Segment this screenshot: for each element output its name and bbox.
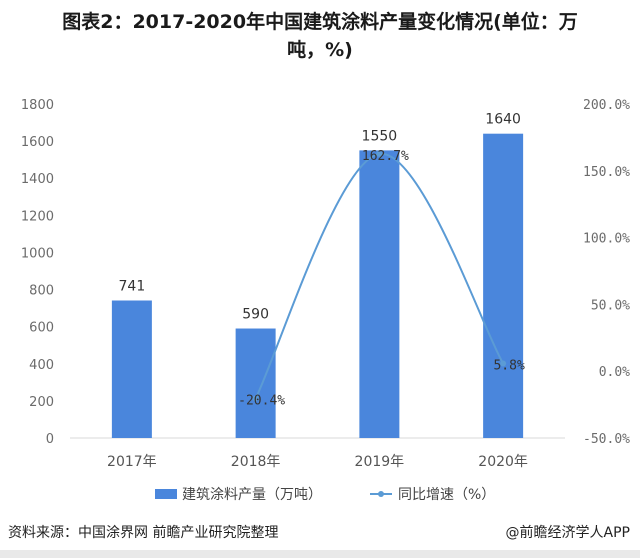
growth-rate-label: 162.7% (362, 149, 409, 164)
chart-title-line-2: 吨，%) (287, 39, 353, 61)
y-tick-label: 1600 (21, 135, 54, 150)
y2-tick-label: 200.0% (583, 98, 630, 113)
y-tick-label: 1800 (21, 98, 54, 113)
brand-credit: @前瞻经济学人APP (505, 525, 630, 541)
chart-title: 图表2：2017-2020年中国建筑涂料产量变化情况(单位：万 吨，%) (0, 8, 640, 64)
legend-swatch-growth-marker (378, 491, 384, 497)
bar-data-label: 590 (242, 307, 269, 323)
bar (111, 300, 152, 438)
y-tick-label: 800 (29, 284, 54, 299)
bar (483, 133, 524, 438)
chart-title-line-1: 图表2：2017-2020年中国建筑涂料产量变化情况(单位：万 (62, 11, 578, 33)
growth-rate-label: 5.8% (493, 358, 524, 373)
bar-data-label: 1640 (485, 112, 521, 128)
legend-swatch-production (155, 489, 177, 499)
y-tick-label: 1200 (21, 209, 54, 224)
y2-tick-label: 50.0% (591, 298, 630, 313)
y2-tick-label: 100.0% (583, 232, 630, 247)
footer: 资料来源：中国涂界网 前瞻产业研究院整理 @前瞻经济学人APP (0, 518, 640, 546)
y-tick-label: 400 (29, 358, 54, 373)
y-tick-label: 600 (29, 321, 54, 336)
y2-tick-label: 150.0% (583, 165, 630, 180)
legend-label-production: 建筑涂料产量（万吨） (182, 487, 322, 503)
source-note: 资料来源：中国涂界网 前瞻产业研究院整理 (8, 525, 279, 541)
y2-tick-label: 0.0% (599, 365, 630, 380)
bar-data-label: 741 (119, 279, 146, 295)
growth-rate-point (376, 150, 383, 157)
growth-rate-point (252, 395, 259, 402)
legend-label-growth: 同比增速（%） (398, 487, 495, 503)
y-tick-label: 200 (29, 395, 54, 410)
growth-rate-point (500, 360, 507, 367)
bar-data-label: 1550 (362, 128, 398, 144)
y-tick-label: 1400 (21, 172, 54, 187)
y2-tick-label: -50.0% (583, 432, 630, 447)
x-tick-label: 2019年 (355, 454, 405, 470)
bottom-bar (0, 550, 640, 558)
bar (359, 150, 400, 438)
growth-rate-label: -20.4% (238, 393, 285, 408)
bar (235, 328, 276, 438)
x-tick-label: 2018年 (231, 454, 281, 470)
x-tick-label: 2020年 (478, 454, 528, 470)
x-tick-label: 2017年 (107, 454, 157, 470)
y-tick-label: 1000 (21, 246, 54, 261)
y-tick-label: 0 (46, 432, 54, 447)
